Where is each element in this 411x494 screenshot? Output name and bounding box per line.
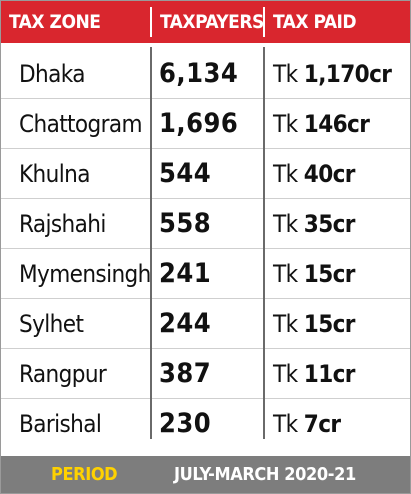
taxpayers: 387 [159,358,212,389]
currency: Tk [273,60,298,88]
tax-zone: Sylhet [19,310,84,338]
amount: 11cr [303,360,356,388]
currency: Tk [273,160,298,188]
amount: 15cr [303,310,356,338]
taxpayers: 558 [159,208,212,239]
column-header: TAX PAID [273,11,357,33]
tax-paid: Tk 15cr [273,299,355,349]
amount: 7cr [303,410,341,438]
tax-paid: Tk 15cr [273,249,355,299]
taxpayers: 6,134 [159,58,239,89]
taxpayers: 1,696 [159,108,239,139]
tax-zone: Barishal [19,410,102,438]
currency: Tk [273,410,298,438]
tax-paid: Tk 1,170cr [273,49,392,99]
tax-zone: Chattogram [19,110,143,138]
table-row: Chattogram 1,696 Tk 146cr [1,99,410,149]
taxpayers: 230 [159,408,212,439]
taxpayers: 544 [159,158,212,189]
table-row: Rangpur 387 Tk 11cr [1,349,410,399]
column-separator [150,47,152,439]
currency: Tk [273,310,298,338]
amount: 15cr [303,260,356,288]
taxpayers: 241 [159,258,212,289]
tax-paid: Tk 40cr [273,149,355,199]
table-row: Mymensingh 241 Tk 15cr [1,249,410,299]
currency: Tk [273,110,298,138]
tax-paid: Tk 146cr [273,99,370,149]
header-bar: TAX ZONE TAXPAYERS TAX PAID [1,1,410,43]
footer-value: JULY-MARCH 2020-21 [174,464,356,485]
column-header: TAXPAYERS [160,11,264,33]
table-row: Dhaka 6,134 Tk 1,170cr [1,49,410,99]
tax-zone: Rajshahi [19,210,106,238]
amount: 40cr [303,160,356,188]
currency: Tk [273,210,298,238]
table-row: Sylhet 244 Tk 15cr [1,299,410,349]
tax-paid: Tk 11cr [273,349,355,399]
table-row: Rajshahi 558 Tk 35cr [1,199,410,249]
table-row: Khulna 544 Tk 40cr [1,149,410,199]
footer-label: PERIOD [51,464,118,485]
column-separator [263,47,265,439]
tax-zone: Mymensingh [19,260,151,288]
column-header: TAX ZONE [9,11,101,33]
header-separator [150,7,152,37]
taxpayers: 244 [159,308,212,339]
currency: Tk [273,360,298,388]
currency: Tk [273,260,298,288]
tax-paid: Tk 35cr [273,199,355,249]
tax-zone: Rangpur [19,360,107,388]
tax-paid: Tk 7cr [273,399,341,449]
amount: 35cr [303,210,356,238]
tax-zone: Dhaka [19,60,85,88]
footer-bar: PERIOD JULY-MARCH 2020-21 [1,456,410,493]
tax-zone: Khulna [19,160,90,188]
header-separator [263,7,265,37]
table-row: Barishal 230 Tk 7cr [1,399,410,449]
amount: 1,170cr [303,60,392,88]
amount: 146cr [303,110,370,138]
